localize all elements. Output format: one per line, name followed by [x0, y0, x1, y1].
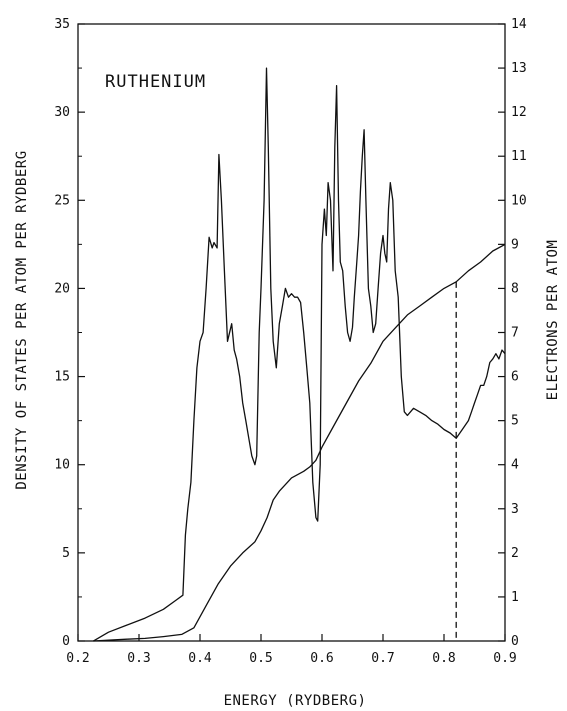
x-tick-label: 0.2	[66, 651, 89, 666]
right-tick-label: 3	[511, 502, 519, 517]
left-tick-label: 10	[54, 458, 70, 473]
right-tick-label: 2	[511, 546, 519, 561]
left-tick-label: 30	[54, 105, 70, 120]
right-axis-title: ELECTRONS PER ATOM	[545, 240, 561, 401]
right-tick-label: 14	[511, 17, 527, 32]
series-group	[92, 67, 506, 642]
x-axis-title: ENERGY (RYDBERG)	[224, 693, 367, 709]
right-tick-label: 7	[511, 326, 519, 341]
series-line-electrons	[93, 243, 506, 642]
right-tick-label: 8	[511, 281, 519, 296]
right-tick-label: 10	[511, 193, 527, 208]
left-tick-label: 20	[54, 281, 70, 296]
right-tick-label: 0	[511, 634, 519, 649]
right-tick-label: 6	[511, 370, 519, 385]
plot-border	[77, 23, 506, 642]
left-tick-label: 35	[54, 17, 70, 32]
right-tick-label: 9	[511, 237, 519, 252]
left-tick-label: 25	[54, 193, 70, 208]
left-tick-label: 15	[54, 370, 70, 385]
left-tick-label: 0	[62, 634, 70, 649]
series-line-density	[92, 67, 506, 642]
right-tick-label: 13	[511, 61, 527, 76]
right-tick-label: 4	[511, 458, 519, 473]
plot-frame	[77, 23, 506, 642]
x-tick-label: 0.6	[310, 651, 333, 666]
left-tick-label: 5	[62, 546, 70, 561]
left-axis-ticks: 0 5 10 15 20 25 30 35	[54, 17, 85, 649]
x-tick-label: 0.8	[432, 651, 455, 666]
x-tick-label: 0.5	[249, 651, 272, 666]
right-tick-label: 5	[511, 414, 519, 429]
x-axis-ticks: 0.2 0.3 0.4 0.5 0.6 0.7 0.8 0.9	[66, 634, 517, 666]
right-tick-label: 11	[511, 149, 527, 164]
chart-label: RUTHENIUM	[105, 72, 206, 92]
x-tick-label: 0.7	[371, 651, 394, 666]
x-tick-label: 0.3	[127, 651, 150, 666]
right-tick-label: 12	[511, 105, 527, 120]
right-tick-label: 1	[511, 590, 519, 605]
x-tick-label: 0.4	[188, 651, 212, 666]
left-axis-title: DENSITY OF STATES PER ATOM PER RYDBERG	[14, 150, 30, 489]
x-tick-label: 0.9	[493, 651, 516, 666]
